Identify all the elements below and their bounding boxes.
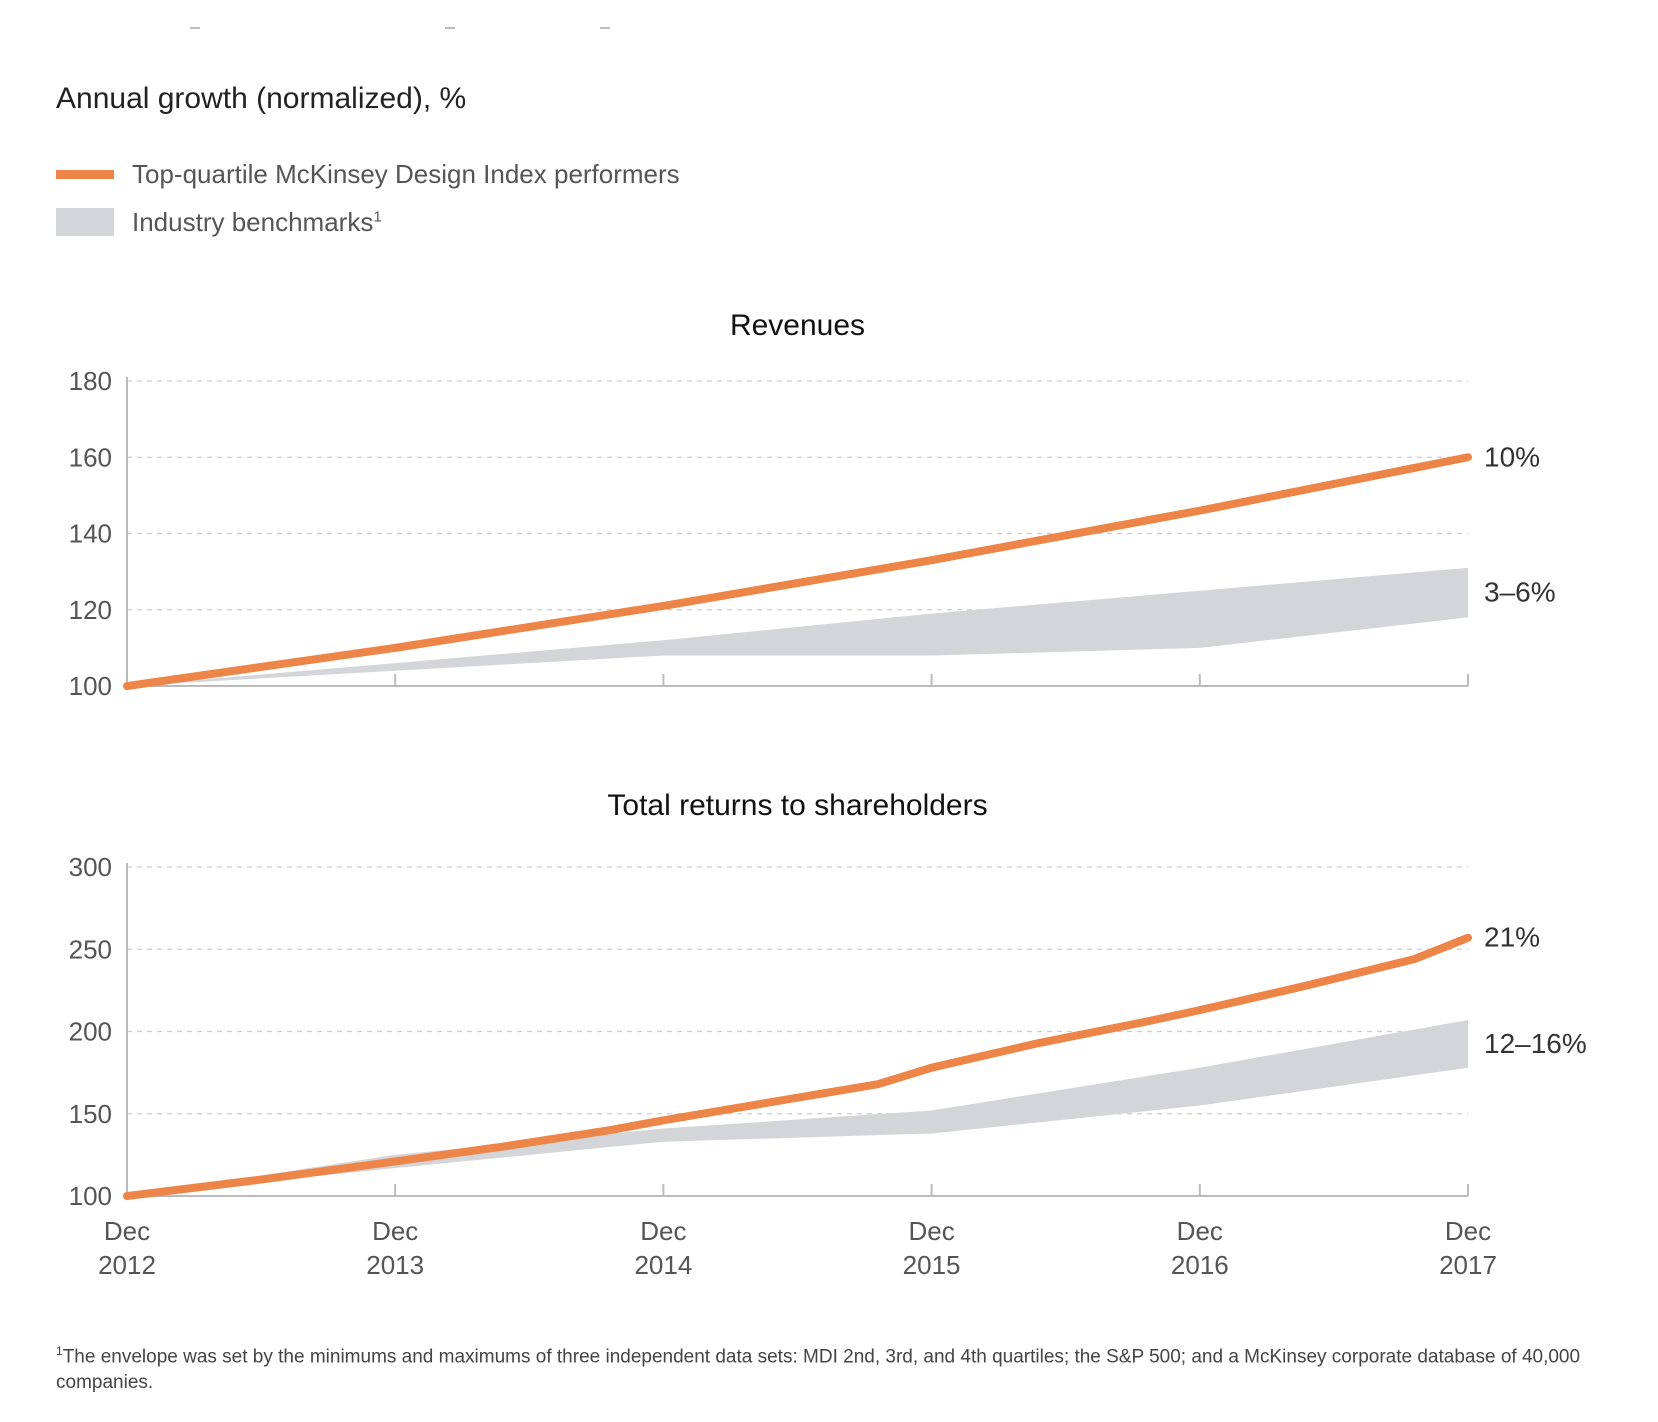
x-tick-label-year: 2016 bbox=[1171, 1250, 1229, 1280]
chart1-y-tick-label: 140 bbox=[69, 519, 112, 549]
x-tick-label-month: Dec bbox=[908, 1216, 954, 1246]
legend-label-top-quartile: Top-quartile McKinsey Design Index perfo… bbox=[132, 158, 680, 189]
chart2-y-tick-label: 200 bbox=[69, 1017, 112, 1047]
x-tick-label-year: 2013 bbox=[366, 1250, 424, 1280]
x-tick-label-year: 2014 bbox=[634, 1250, 692, 1280]
legend-item-top-quartile: Top-quartile McKinsey Design Index perfo… bbox=[56, 157, 680, 191]
chart1-y-tick-label: 120 bbox=[69, 595, 112, 625]
legend-item-benchmark: Industry benchmarks1 bbox=[56, 205, 382, 239]
chart1-y-tick-label: 100 bbox=[69, 671, 112, 701]
cropped-text-remnant bbox=[190, 27, 650, 30]
chart2-line-top-quartile bbox=[123, 933, 1472, 1200]
chart2-title: Total returns to shareholders bbox=[607, 789, 987, 822]
x-tick-label-month: Dec bbox=[640, 1216, 686, 1246]
chart1-end-label-benchmark: 3–6% bbox=[1484, 577, 1556, 608]
x-tick-label-month: Dec bbox=[1445, 1216, 1491, 1246]
legend-label-benchmark: Industry benchmarks1 bbox=[132, 206, 382, 237]
chart1-end-label-top-quartile: 10% bbox=[1484, 441, 1540, 472]
charts-canvas: Revenues 100 120 140 160 180 10% 3–6% Total retu… bbox=[69, 309, 1587, 1280]
chart1-y-tick-label: 160 bbox=[69, 442, 112, 472]
legend-line-swatch bbox=[56, 169, 114, 179]
x-tick-label-month: Dec bbox=[1177, 1216, 1223, 1246]
legend-band-swatch bbox=[56, 208, 114, 236]
chart1-title: Revenues bbox=[730, 309, 865, 342]
x-tick-label-year: 2017 bbox=[1439, 1250, 1497, 1280]
chart2-y-tick-label: 250 bbox=[69, 934, 112, 964]
chart-subtitle: Annual growth (normalized), % bbox=[56, 82, 467, 115]
chart2-y-tick-label: 100 bbox=[69, 1181, 112, 1211]
chart2-y-tick-label: 300 bbox=[69, 852, 112, 882]
chart2-y-tick-label: 150 bbox=[69, 1099, 112, 1129]
x-tick-label-month: Dec bbox=[372, 1216, 418, 1246]
chart1-y-tick-label: 180 bbox=[69, 366, 112, 396]
chart1-benchmark-band bbox=[127, 567, 1468, 686]
x-tick-label-year: 2015 bbox=[903, 1250, 961, 1280]
chart1-line-top-quartile bbox=[123, 453, 1472, 690]
chart2-end-label-top-quartile: 21% bbox=[1484, 922, 1540, 953]
x-tick-label-month: Dec bbox=[104, 1216, 150, 1246]
chart2-end-label-benchmark: 12–16% bbox=[1484, 1028, 1587, 1059]
footnote: 1The envelope was set by the minimums an… bbox=[56, 1344, 1581, 1394]
x-tick-label-year: 2012 bbox=[98, 1250, 156, 1280]
